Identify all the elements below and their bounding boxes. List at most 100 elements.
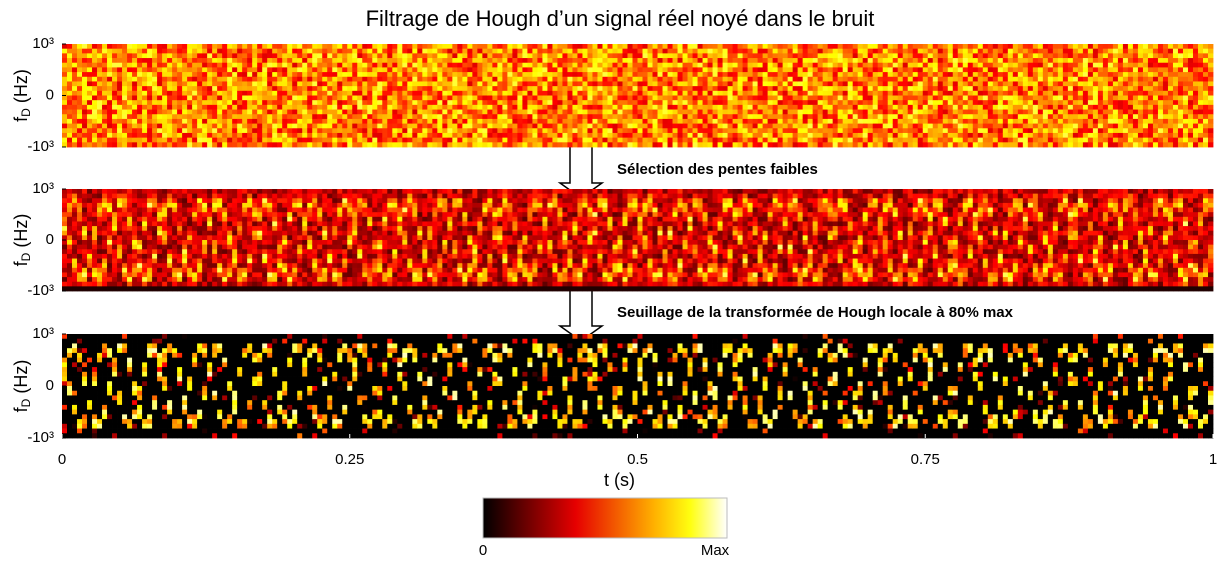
heatmap-cell [172,62,178,68]
heatmap-cell [587,104,593,110]
heatmap-cell [302,62,308,68]
heatmap-cell [462,90,468,96]
heatmap-cell [1162,90,1169,96]
heatmap-cell [372,142,378,148]
heatmap-cell [542,58,548,64]
heatmap-cell [67,118,73,124]
heatmap-cell [487,109,493,115]
heatmap-cell [692,137,698,143]
heatmap-cell [512,67,518,73]
heatmap-cell [507,137,513,143]
heatmap-cell [1182,137,1189,143]
heatmap-cell [92,81,98,87]
heatmap-cell [1137,128,1144,134]
heatmap-cell [577,123,583,129]
heatmap-cell [937,137,944,143]
heatmap-cell [997,67,1004,73]
heatmap-cell [677,72,683,78]
heatmap-cell [207,118,213,124]
heatmap-cell [762,128,769,134]
heatmap-cell [972,128,979,134]
heatmap-cell [752,104,759,110]
heatmap-cell [1067,62,1074,68]
heatmap-cell [147,81,153,87]
heatmap-cell [822,114,829,120]
heatmap-cell [477,142,483,148]
heatmap-cell [512,132,518,139]
heatmap-cell [887,114,894,120]
heatmap-cell [177,100,183,106]
heatmap-cell [882,67,889,73]
heatmap-cell [367,76,373,82]
heatmap-cell [952,67,959,73]
heatmap-cell [977,128,984,134]
heatmap-cell [907,95,914,101]
heatmap-cell [1062,81,1069,87]
heatmap-cell [547,123,553,129]
heatmap-cell [1162,104,1169,110]
heatmap-cell [247,48,253,54]
heatmap-cell [262,142,268,148]
heatmap-cell [362,81,368,87]
heatmap-cell [1082,67,1089,73]
heatmap-cell [357,67,363,73]
heatmap-cell [972,142,979,148]
heatmap-cell [342,114,348,120]
heatmap-cell [457,86,463,92]
heatmap-cell [407,62,413,68]
heatmap-cell [597,123,603,129]
heatmap-cell [432,118,438,124]
heatmap-cell [782,95,789,101]
heatmap-cell [722,132,728,139]
heatmap-cell [1142,142,1149,148]
heatmap-cell [897,76,904,82]
heatmap-cell [542,48,548,54]
heatmap-cell [237,100,243,106]
heatmap-cell [1082,104,1089,110]
heatmap-cell [167,58,173,64]
heatmap-cell [67,142,73,148]
heatmap-cell [717,123,723,129]
heatmap-cell [742,72,748,78]
heatmap-cell [467,58,473,64]
heatmap-cell [142,44,148,50]
heatmap-cell [862,95,869,101]
heatmap-cell [647,142,653,148]
heatmap-cell [1092,128,1099,134]
heatmap-cell [722,86,728,92]
heatmap-cell [317,72,323,78]
heatmap-cell [987,114,994,120]
heatmap-cell [1107,128,1114,134]
heatmap-cell [262,76,268,82]
heatmap-cell [167,90,173,96]
heatmap-cell [1102,53,1109,59]
heatmap-cell [1147,62,1154,68]
heatmap-cell [942,118,949,124]
heatmap-cell [152,109,158,115]
heatmap-cell [582,67,588,73]
heatmap-cell [332,90,338,96]
heatmap-cell [822,100,829,106]
heatmap-cell [712,86,718,92]
heatmap-cell [172,58,178,64]
heatmap-cell [297,44,303,50]
heatmap-cell [742,90,748,96]
heatmap-cell [387,81,393,87]
heatmap-cell [327,132,333,139]
heatmap-cell [922,100,929,106]
heatmap-cell [682,137,688,143]
heatmap-cell [327,90,333,96]
heatmap-cell [307,76,313,82]
heatmap-cell [1087,118,1094,124]
heatmap-cell [497,44,503,50]
heatmap-cell [542,53,548,59]
heatmap-cell [622,114,628,120]
heatmap-cell [1052,81,1059,87]
heatmap-cell [787,67,794,73]
heatmap-cell [652,142,658,148]
heatmap-cell [687,62,693,68]
heatmap-cell [1122,48,1129,54]
heatmap-cell [782,48,789,54]
heatmap-cell [107,44,113,50]
heatmap-cell [647,62,653,68]
